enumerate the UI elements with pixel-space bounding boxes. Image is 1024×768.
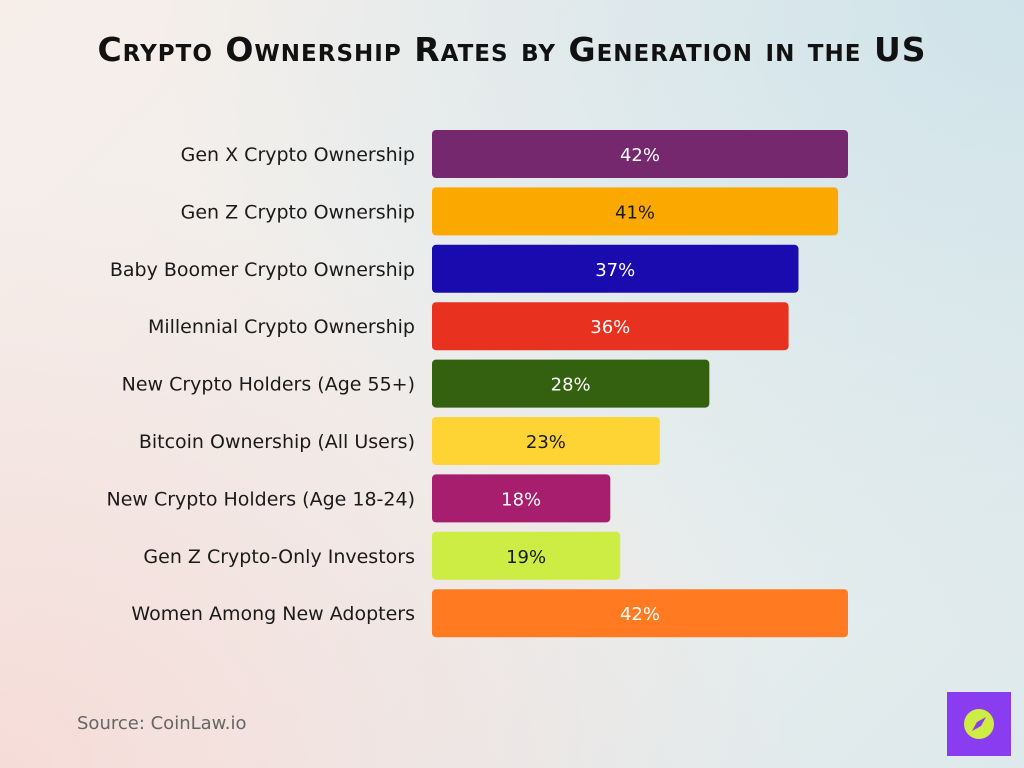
bar-3 (432, 244, 799, 293)
category-label-2: Gen Z Crypto Ownership (181, 201, 415, 223)
category-label-9: Women Among New Adopters (131, 603, 415, 625)
coinlaw-logo (947, 692, 1011, 756)
category-label-7: New Crypto Holders (Age 18-24) (107, 488, 416, 510)
value-label-8: 19% (506, 547, 546, 568)
value-label-2: 41% (615, 202, 655, 223)
bar-9 (432, 589, 848, 638)
compass-icon (964, 709, 994, 739)
category-label-4: Millennial Crypto Ownership (148, 316, 415, 338)
value-label-3: 37% (595, 260, 635, 281)
bar-5 (432, 359, 710, 408)
bar-7 (432, 474, 611, 523)
value-label-1: 42% (620, 145, 660, 166)
source-text: Source: CoinLaw.io (77, 713, 247, 734)
value-label-5: 28% (551, 375, 591, 396)
bar-6 (432, 417, 660, 465)
category-label-6: Bitcoin Ownership (All Users) (139, 431, 415, 453)
bar-4 (432, 302, 789, 351)
bar-2 (432, 187, 839, 236)
category-label-8: Gen Z Crypto-Only Investors (143, 546, 415, 568)
value-label-7: 18% (501, 489, 541, 510)
category-label-1: Gen X Crypto Ownership (181, 144, 415, 166)
value-label-9: 42% (620, 604, 660, 625)
value-label-4: 36% (590, 317, 630, 338)
bar-8 (432, 531, 621, 580)
category-label-3: Baby Boomer Crypto Ownership (110, 259, 415, 281)
value-label-6: 23% (526, 432, 566, 453)
chart-title: Crypto Ownership Rates by Generation in … (97, 30, 927, 69)
bar-1 (432, 130, 848, 178)
category-label-5: New Crypto Holders (Age 55+) (122, 374, 415, 396)
